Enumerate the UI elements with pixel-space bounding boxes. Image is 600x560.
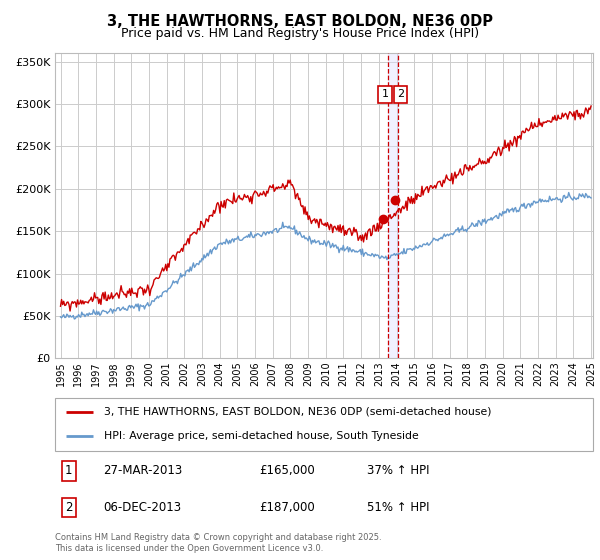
- Text: £165,000: £165,000: [259, 464, 315, 478]
- Text: Price paid vs. HM Land Registry's House Price Index (HPI): Price paid vs. HM Land Registry's House …: [121, 27, 479, 40]
- Text: Contains HM Land Registry data © Crown copyright and database right 2025.
This d: Contains HM Land Registry data © Crown c…: [55, 533, 382, 553]
- Text: 27-MAR-2013: 27-MAR-2013: [104, 464, 183, 478]
- Text: 3, THE HAWTHORNS, EAST BOLDON, NE36 0DP (semi-detached house): 3, THE HAWTHORNS, EAST BOLDON, NE36 0DP …: [104, 407, 491, 417]
- Text: 37% ↑ HPI: 37% ↑ HPI: [367, 464, 430, 478]
- Text: HPI: Average price, semi-detached house, South Tyneside: HPI: Average price, semi-detached house,…: [104, 431, 418, 441]
- Text: 51% ↑ HPI: 51% ↑ HPI: [367, 501, 430, 514]
- FancyBboxPatch shape: [55, 398, 593, 451]
- Text: 3, THE HAWTHORNS, EAST BOLDON, NE36 0DP: 3, THE HAWTHORNS, EAST BOLDON, NE36 0DP: [107, 14, 493, 29]
- Text: 06-DEC-2013: 06-DEC-2013: [104, 501, 182, 514]
- Text: 1: 1: [65, 464, 73, 478]
- Text: 2: 2: [65, 501, 73, 514]
- Bar: [388, 53, 398, 358]
- Text: £187,000: £187,000: [259, 501, 315, 514]
- Text: 1: 1: [382, 90, 389, 100]
- Text: 2: 2: [397, 90, 404, 100]
